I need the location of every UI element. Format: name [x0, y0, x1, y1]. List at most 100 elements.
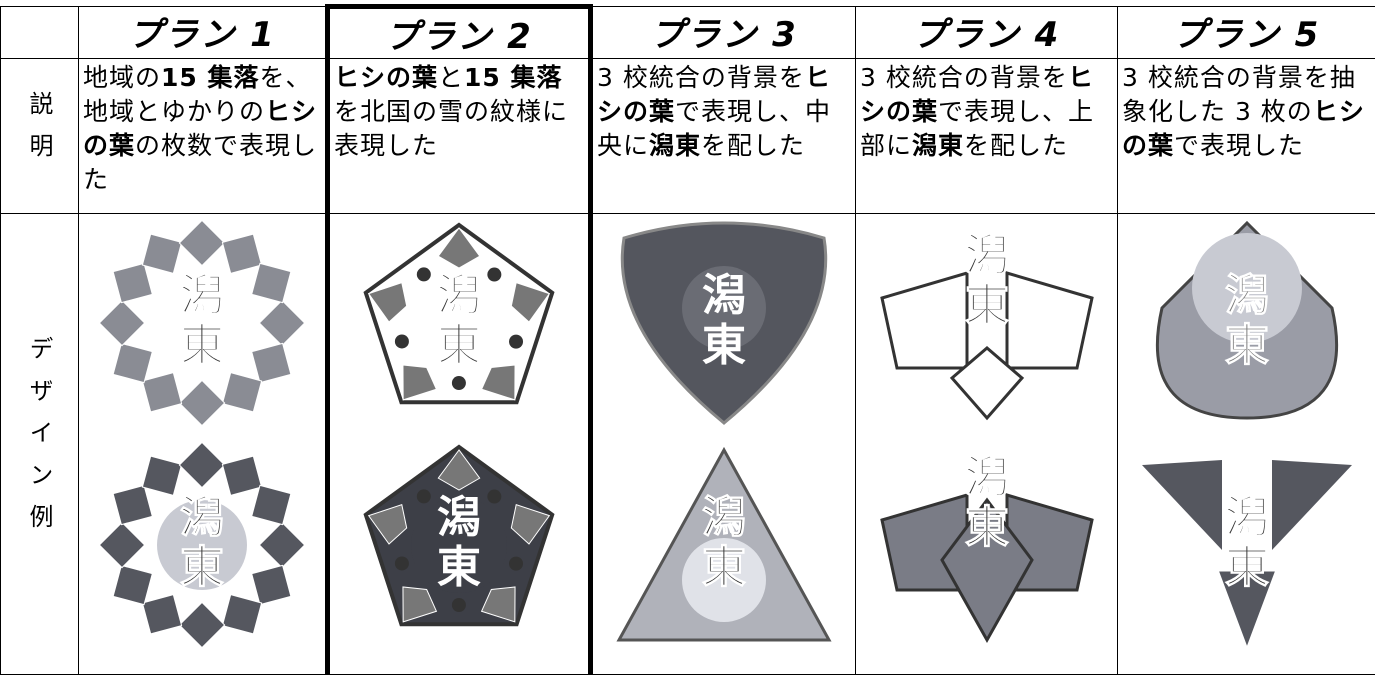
- logo-shape: [222, 595, 261, 634]
- logo-shape: [179, 380, 224, 425]
- logo-character: 東: [180, 320, 224, 371]
- row-label-cell: 説明: [1, 59, 79, 214]
- logo-shape: [509, 557, 523, 571]
- logo-character: 東: [437, 542, 481, 593]
- logo-shape: [882, 273, 967, 368]
- logo: 潟東: [87, 218, 317, 436]
- description-cell: 地域の15 集落を、地域とゆかりのヒシの葉の枚数で表現した: [79, 59, 328, 214]
- logo-shape: [252, 485, 291, 524]
- logo-character: 潟: [702, 492, 746, 543]
- description-text: を配した: [701, 131, 805, 160]
- logo-shape: [142, 373, 181, 412]
- description-text: を配した: [964, 131, 1068, 160]
- design-cell: 潟東潟東: [328, 214, 591, 675]
- plan-header: プラン 2: [328, 7, 591, 59]
- description-text: 3 校統合の背景を: [860, 63, 1068, 92]
- logo: 潟東: [872, 218, 1102, 436]
- logo-character: 東: [180, 542, 224, 593]
- logo: 潟東: [87, 440, 317, 658]
- description-cell: 3 校統合の背景をヒシの葉で表現し、上部に潟東を配した: [856, 59, 1118, 214]
- logo-character: 東: [702, 320, 746, 371]
- logo-shape: [252, 343, 291, 382]
- plan-header: プラン 1: [79, 7, 328, 59]
- logo-shape: [259, 522, 304, 567]
- description-text: と: [438, 63, 464, 92]
- design-row: デザイン例潟東潟東潟東潟東潟東潟東潟東潟東潟東潟東: [1, 214, 1375, 675]
- logo-character: 潟: [437, 492, 481, 543]
- logo-shape: [509, 335, 523, 349]
- description-text: 15 集落: [161, 63, 260, 92]
- logo-character: 東: [437, 320, 481, 371]
- row-label: デザイン例: [22, 336, 57, 546]
- logo-shape: [113, 263, 152, 302]
- logo-shape: [417, 489, 431, 503]
- logo: 潟東: [609, 440, 839, 658]
- logo-shape: [487, 490, 501, 504]
- row-label-cell: デザイン例: [1, 214, 79, 675]
- logo-shape: [142, 595, 181, 634]
- logo-character: 東: [702, 542, 746, 593]
- logo-shape: [113, 485, 152, 524]
- logo-shape: [142, 234, 181, 273]
- description-cell: 3 校統合の背景をヒシの葉で表現し、中央に潟東を配した: [591, 59, 856, 214]
- design-cell: 潟東潟東: [856, 214, 1118, 675]
- logo-character: 東: [965, 280, 1009, 331]
- logo-shape: [222, 234, 261, 273]
- logo: 潟東: [609, 218, 839, 436]
- logo-shape: [113, 565, 152, 604]
- row-label: 説明: [22, 91, 57, 175]
- description-row: 説明地域の15 集落を、地域とゆかりのヒシの葉の枚数で表現したヒシの葉と15 集…: [1, 59, 1375, 214]
- logo-shape: [1272, 460, 1352, 550]
- logo-shape: [452, 598, 466, 612]
- corner: [1, 7, 79, 59]
- design-cell: 潟東潟東: [79, 214, 328, 675]
- logo-shape: [222, 456, 261, 495]
- logo-shape: [252, 565, 291, 604]
- logo-shape: [142, 456, 181, 495]
- logo-shape: [99, 300, 144, 345]
- logo-character: 潟: [180, 492, 224, 543]
- logo-shape: [417, 267, 431, 281]
- logo: 潟東: [344, 440, 574, 658]
- description-text: 潟東: [649, 131, 701, 160]
- logo-shape: [487, 268, 501, 282]
- description-cell: ヒシの葉と15 集落を北国の雪の紋様に表現した: [328, 59, 591, 214]
- description-text: 潟東: [912, 131, 964, 160]
- description-text: 3 校統合の背景を: [597, 63, 805, 92]
- logo-character: 潟: [965, 452, 1009, 503]
- logo-shape: [1142, 460, 1222, 550]
- logo-character: 東: [1225, 542, 1269, 593]
- logo-shape: [113, 343, 152, 382]
- design-cell: 潟東潟東: [1118, 214, 1375, 675]
- description-text: ヒシの葉: [334, 63, 438, 92]
- plan-header: プラン 5: [1118, 7, 1375, 59]
- description-text: 地域の: [83, 63, 161, 92]
- logo-shape: [452, 376, 466, 390]
- logo-character: 潟: [1225, 270, 1269, 321]
- logo: 潟東: [344, 218, 574, 436]
- logo-shape: [99, 522, 144, 567]
- design-cell: 潟東潟東: [591, 214, 856, 675]
- logo: 潟東: [1132, 440, 1362, 658]
- description-text: を北国の雪の紋様に表現した: [334, 97, 568, 160]
- description-text: 15 集落: [464, 63, 563, 92]
- plan-header: プラン 3: [591, 7, 856, 59]
- plan-header: プラン 4: [856, 7, 1118, 59]
- logo-character: 東: [1225, 320, 1269, 371]
- logo-shape: [179, 442, 224, 487]
- logo-shape: [222, 373, 261, 412]
- logo: 潟東: [872, 440, 1102, 658]
- logo-character: 潟: [1225, 492, 1269, 543]
- logo-shape: [179, 602, 224, 647]
- logo-character: 潟: [702, 270, 746, 321]
- logo-shape: [395, 556, 409, 570]
- logo-character: 潟: [437, 270, 481, 321]
- logo-shape: [252, 263, 291, 302]
- logo-shape: [179, 220, 224, 265]
- description-cell: 3 校統合の背景を抽象化した 3 枚のヒシの葉で表現した: [1118, 59, 1375, 214]
- logo-character: 潟: [180, 270, 224, 321]
- description-text: で表現した: [1174, 131, 1304, 160]
- logo-shape: [259, 300, 304, 345]
